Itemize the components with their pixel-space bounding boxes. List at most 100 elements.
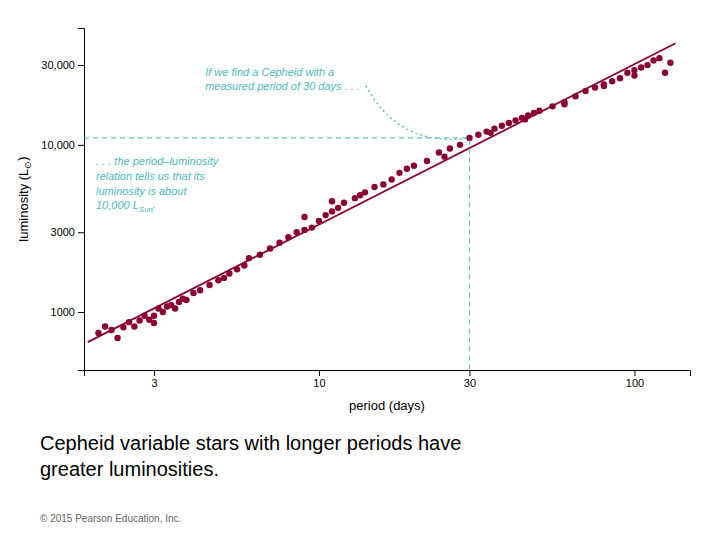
y-tick-mark [78,312,84,313]
y-axis-title-suffix: ) [15,156,30,160]
y-tick-mark [78,232,84,233]
title-line: Cepheid variable stars with longer perio… [40,432,461,454]
title-line: greater luminosities. [40,458,219,480]
x-tick-mark [469,370,470,376]
point [404,166,410,172]
point [371,184,377,190]
point [656,55,662,61]
point [380,181,386,187]
point [335,205,341,211]
point [102,323,108,329]
y-tick: 3000 [51,226,84,238]
point [638,64,644,70]
y-axis-title-text: luminosity (L [16,169,31,242]
annotation-line: If we find a Cepheid with a [205,66,334,78]
x-tick-label: 100 [626,377,644,389]
x-tick-mark [319,370,320,376]
y-tick: 10,000 [41,139,84,151]
point [561,101,567,107]
y-tick-label: 3000 [51,226,75,238]
fit-line [88,43,676,342]
point [601,83,607,89]
point [221,275,227,281]
point [151,320,157,326]
x-tick: 3 [151,370,157,389]
point [631,72,637,78]
y-axis-title: luminosity (L⊙) [15,156,34,241]
point [206,282,212,288]
x-tick-label: 10 [313,377,325,389]
chart-container: 3 10 30 100 1000 3000 10,000 30,000 period (days… [0,0,720,540]
point [506,120,512,126]
chart: 3 10 30 100 1000 3000 10,000 30,000 period (days… [0,0,720,540]
point [357,192,363,198]
point [447,145,453,151]
point [436,149,442,155]
point [457,142,463,148]
point [322,212,328,218]
annotation-line: . . . the period–luminosity [96,155,220,167]
y-tick-label: 10,000 [41,139,75,151]
annotation-line: measured period of 30 days . . . [205,80,360,92]
annotation: . . . the period–luminosity relation tell… [96,155,220,214]
point [624,70,630,76]
x-tick-label: 3 [151,377,157,389]
point [131,323,137,329]
x-tick-mark [634,370,635,376]
point [411,163,417,169]
point [172,305,178,311]
x-tick: 100 [626,370,644,389]
x-tick: 30 [464,370,476,389]
annotation: If we find a Cepheid with a measured peri… [205,66,360,92]
x-axis-line [85,371,691,377]
point [151,313,157,319]
y-axis: 1000 3000 10,000 30,000 [41,29,84,371]
point [617,75,623,81]
y-tick: 30,000 [41,59,84,71]
point [388,176,394,182]
y-tick-mark [78,145,84,146]
point [160,309,166,315]
point [329,208,335,214]
point [190,290,196,296]
point [499,123,505,129]
annotation-suffix: . [153,198,156,210]
point [114,335,120,341]
x-tick: 10 [313,370,325,389]
point [609,78,615,84]
point [329,198,335,204]
x-tick-label: 30 [464,377,476,389]
y-axis-line [78,29,85,371]
x-axis-title: period (days) [349,398,425,413]
y-tick-label: 30,000 [41,59,75,71]
y-axis-title-subscript: ⊙ [23,161,33,169]
y-tick: 1000 [51,306,84,318]
annotation-line: 10,000 L [96,199,139,211]
point [475,132,481,138]
point [487,130,493,136]
scatter-series [95,55,673,341]
point [136,317,142,323]
point [197,287,203,293]
y-tick-mark [78,65,84,66]
point [215,277,221,283]
annotation-line: luminosity is about [96,185,187,197]
marks [84,43,676,370]
title: Cepheid variable stars with longer perio… [40,432,461,480]
point [424,158,430,164]
annotation-subscript: Sun [139,205,154,214]
point [650,57,656,63]
point [301,214,307,220]
reference-line [84,138,469,370]
footnote: © 2015 Pearson Education, Inc. [40,513,181,524]
annotation-line: relation tells us that its [96,170,205,182]
point [341,200,347,206]
x-axis: 3 10 30 100 [85,370,691,389]
point [662,70,668,76]
point [396,170,402,176]
y-tick-label: 1000 [51,306,75,318]
point [644,62,650,68]
point [183,297,189,303]
annotation-arrow [366,86,470,140]
x-tick-mark [154,370,155,376]
